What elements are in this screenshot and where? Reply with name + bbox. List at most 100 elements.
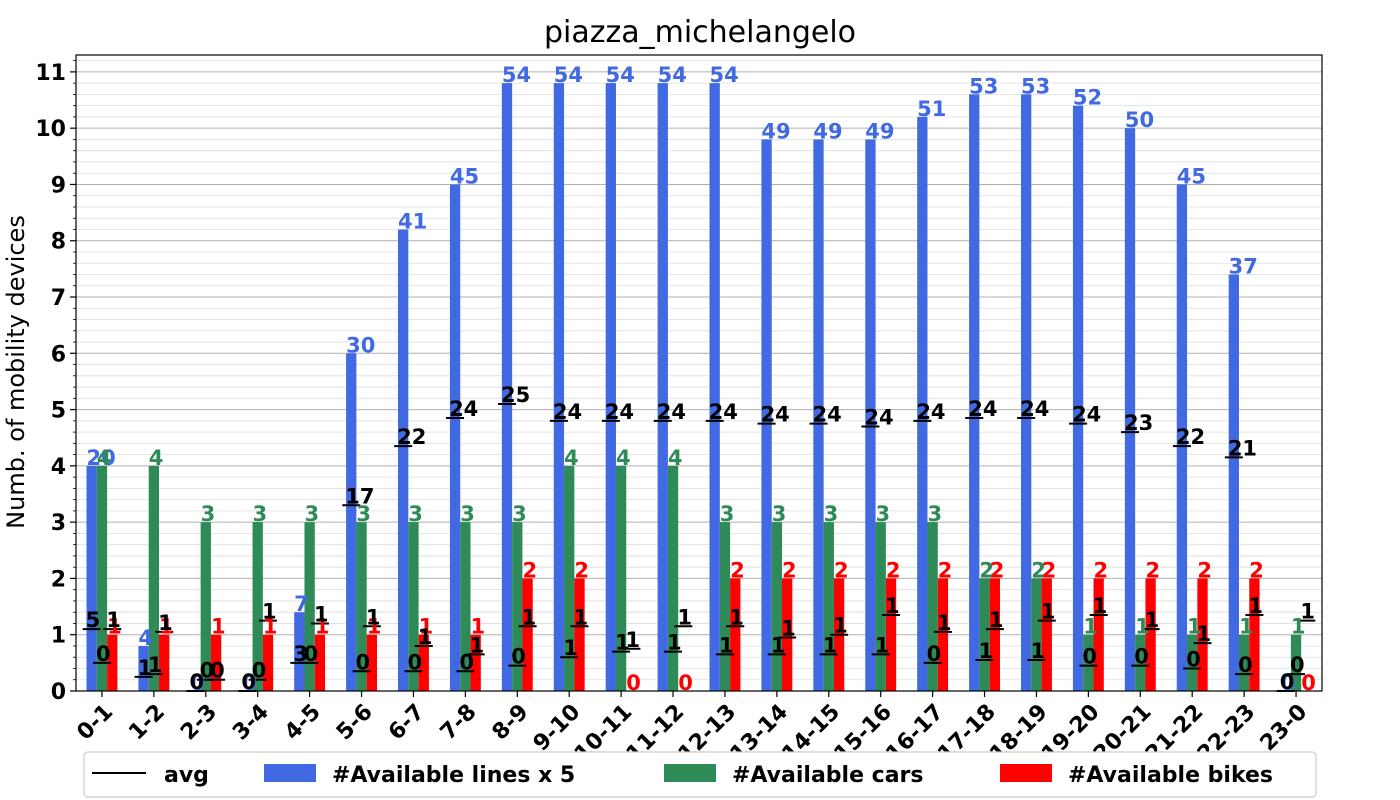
y-tick-label: 11 [35, 61, 66, 86]
bar-cars [1031, 578, 1042, 691]
bar-bikes [522, 578, 533, 691]
bars-layer [86, 83, 1302, 692]
bar-cars [564, 465, 575, 691]
bar-cars [771, 522, 783, 691]
bar-lines-label: 54 [658, 63, 687, 87]
y-tick-label: 9 [51, 173, 66, 198]
y-tick-label: 8 [51, 230, 66, 255]
bar-lines-label: 0 [242, 671, 257, 695]
x-tick-label: 7-8 [436, 700, 482, 746]
grid [76, 60, 1322, 681]
bar-cars [460, 522, 471, 691]
avg-lines-label: 24 [709, 400, 738, 424]
avg-cars-label: 1 [1030, 639, 1045, 663]
bar-cars [823, 522, 834, 691]
bar-bikes-label: 0 [678, 671, 693, 695]
y-tick-label: 3 [51, 511, 66, 536]
bar-cars-label: 3 [824, 502, 839, 526]
avg-cars-label: 1 [875, 633, 890, 657]
bar-cars-label: 3 [356, 502, 371, 526]
bar-bikes [989, 578, 1000, 691]
bar-bikes [885, 578, 897, 691]
avg-cars-label: 0 [96, 642, 111, 666]
bar-lines [865, 139, 876, 691]
bar-cars-label: 1 [1135, 615, 1150, 639]
avg-bikes-label: 1 [1248, 594, 1263, 618]
bar-lines-label: 54 [710, 63, 739, 87]
avg-bikes-label: 1 [1041, 600, 1056, 624]
bar-cars [979, 578, 990, 691]
avg-bikes-label: 1 [1093, 594, 1108, 618]
bar-cars-label: 3 [772, 502, 787, 526]
chart-title: piazza_michelangelo [544, 15, 856, 50]
avg-cars-label: 1 [823, 633, 838, 657]
bar-bikes-label: 0 [626, 671, 641, 695]
avg-lines-label: 24 [864, 405, 893, 429]
bar-lines [346, 353, 357, 691]
bar-lines [501, 83, 513, 691]
bar-cars [615, 465, 627, 691]
bar-bikes-label: 1 [419, 615, 434, 639]
bar-cars-label: 4 [97, 446, 112, 470]
bar-bikes-label: 1 [211, 615, 226, 639]
bar-lines [813, 139, 824, 691]
bar-lines-label: 49 [761, 119, 790, 143]
bar-lines-label: 45 [1177, 164, 1206, 188]
bar-lines [1072, 105, 1084, 692]
avg-cars-label: 0 [1238, 653, 1253, 677]
bar-bikes-label: 2 [1094, 558, 1109, 582]
bar-bikes-label: 2 [886, 558, 901, 582]
x-tick-label: 8-9 [488, 700, 534, 746]
avg-cars-label: 1 [979, 639, 994, 663]
bar-lines [553, 83, 565, 691]
bar-cars [927, 522, 938, 691]
bar-cars-label: 3 [408, 502, 423, 526]
bar-lines [398, 229, 409, 691]
y-axis-label: Numb. of mobility devices [2, 215, 30, 529]
bar-lines [1176, 184, 1188, 691]
avg-lines-label: 0 [1280, 670, 1295, 694]
bar-bikes [159, 634, 170, 691]
bar-cars-label: 1 [1187, 615, 1202, 639]
avg-cars-label: 1 [563, 636, 578, 660]
avg-cars-label: 1 [148, 653, 163, 677]
x-tick-label: 23-0 [1256, 700, 1313, 757]
bar-lines [605, 83, 616, 691]
avg-bikes-label: 1 [677, 605, 692, 629]
bar-bikes-label: 2 [730, 558, 745, 582]
bar-bikes-label: 2 [1249, 558, 1264, 582]
bar-bikes [418, 634, 429, 691]
bar-cars-label: 1 [1291, 615, 1306, 639]
avg-cars-label: 0 [1186, 647, 1201, 671]
bar-cars-label: 3 [876, 502, 891, 526]
avg-cars-label: 0 [927, 642, 942, 666]
bar-lines-label: 41 [398, 209, 427, 233]
bar-bikes-label: 2 [1197, 558, 1212, 582]
bar-bikes-label: 1 [367, 615, 382, 639]
bar-bikes [782, 578, 793, 691]
avg-lines-label: 24 [553, 400, 582, 424]
bar-cars [667, 465, 679, 691]
avg-lines-label: 24 [812, 403, 841, 427]
bar-bikes [1145, 578, 1156, 691]
bar-bikes [470, 634, 481, 691]
bar-bikes-label: 2 [574, 558, 589, 582]
avg-cars-label: 0 [356, 650, 371, 674]
bar-bikes-label: 2 [834, 558, 849, 582]
avg-bikes-label: 0 [210, 659, 225, 683]
avg-lines-label: 24 [1072, 403, 1101, 427]
bar-cars [96, 465, 108, 691]
legend: avg #Available lines x 5 #Available cars… [83, 751, 1317, 798]
avg-cars-label: 0 [1082, 645, 1097, 669]
bar-lines-label: 52 [1073, 86, 1102, 110]
bar-cars [148, 465, 160, 691]
bar-bikes-label: 1 [159, 615, 174, 639]
bar-bikes [1093, 578, 1104, 691]
bar-lines [969, 94, 980, 691]
y-tick-label: 10 [35, 117, 66, 142]
bar-lines [709, 83, 720, 691]
y-tick-label: 6 [51, 342, 66, 367]
avg-lines-label: 24 [605, 400, 634, 424]
bar-cars [252, 522, 263, 691]
bar-bikes-label: 1 [263, 615, 278, 639]
